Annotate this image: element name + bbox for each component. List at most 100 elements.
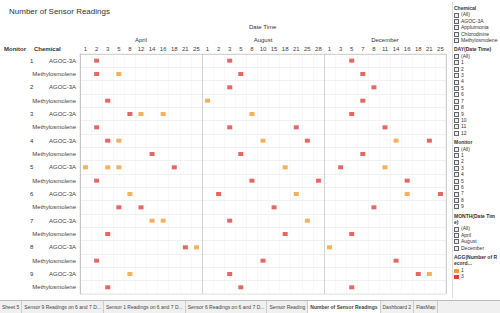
html-text:DAY(Date Time): DAY(Date Time) <box>454 46 492 53</box>
svg-text:8: 8 <box>372 46 376 52</box>
html-text:3: 3 <box>461 72 464 79</box>
svg-text:Monitor: Monitor <box>4 46 27 52</box>
html-text:Monitor: Monitor <box>454 139 473 146</box>
svg-text:8: 8 <box>250 46 254 52</box>
svg-text:Methylosmolene: Methylosmolene <box>32 258 76 264</box>
svg-text:14: 14 <box>149 46 156 52</box>
svg-text:Number of Sensor Readings: Number of Sensor Readings <box>9 7 110 16</box>
html-text:August: August <box>461 238 477 245</box>
html-text:December: December <box>461 244 485 251</box>
svg-text:21: 21 <box>293 46 300 52</box>
svg-text:1: 1 <box>328 46 332 52</box>
svg-text:28: 28 <box>315 46 322 52</box>
html-text:Dashboard 2: Dashboard 2 <box>382 304 412 310</box>
svg-text:1: 1 <box>30 58 34 64</box>
svg-text:25: 25 <box>304 46 311 52</box>
svg-text:AGOC-3A: AGOC-3A <box>49 191 76 197</box>
html-text:4: 4 <box>461 78 464 85</box>
svg-text:21: 21 <box>182 46 189 52</box>
svg-text:AGOC-3A: AGOC-3A <box>49 164 76 170</box>
svg-text:Chemical: Chemical <box>34 46 61 52</box>
html-text:10: 10 <box>461 116 467 123</box>
svg-text:14: 14 <box>393 46 400 52</box>
svg-text:3: 3 <box>339 46 343 52</box>
svg-text:2: 2 <box>217 46 221 52</box>
svg-text:25: 25 <box>193 46 200 52</box>
svg-text:Methylosmolene: Methylosmolene <box>32 204 76 210</box>
svg-text:Date Time: Date Time <box>249 24 277 30</box>
svg-text:AGOC-3A: AGOC-3A <box>49 244 76 250</box>
svg-text:1: 1 <box>206 46 210 52</box>
svg-text:AGOC-3A: AGOC-3A <box>49 84 76 90</box>
html-text:Number of Sensor Readings: Number of Sensor Readings <box>310 304 378 310</box>
svg-text:5: 5 <box>239 46 243 52</box>
svg-text:7: 7 <box>30 218 34 224</box>
svg-text:18: 18 <box>282 46 289 52</box>
html-text:1: 1 <box>461 59 464 66</box>
svg-text:Methylosmolene: Methylosmolene <box>32 178 76 184</box>
html-text:Appluimonia: Appluimonia <box>461 24 489 31</box>
html-text:AGOC-3A: AGOC-3A <box>461 17 484 24</box>
html-text:5: 5 <box>461 84 464 91</box>
html-text:Sensor Reading: Sensor Reading <box>269 304 306 310</box>
svg-text:AGOC-3A: AGOC-3A <box>49 271 76 277</box>
html-text:Sensor 1 Readings on 6 and 7 D: Sensor 1 Readings on 6 and 7 D... <box>106 304 183 310</box>
html-text:11: 11 <box>461 123 467 130</box>
svg-text:5: 5 <box>350 46 354 52</box>
svg-text:11: 11 <box>382 46 389 52</box>
html-text:FlasMap: FlasMap <box>416 304 436 310</box>
svg-text:4: 4 <box>30 138 34 144</box>
svg-text:10: 10 <box>260 46 267 52</box>
svg-text:5: 5 <box>117 46 121 52</box>
svg-text:18: 18 <box>171 46 178 52</box>
svg-text:25: 25 <box>437 46 444 52</box>
svg-text:December: December <box>371 37 399 43</box>
svg-text:2: 2 <box>30 84 34 90</box>
svg-text:8: 8 <box>128 46 132 52</box>
svg-text:Methylosmolene: Methylosmolene <box>32 231 76 237</box>
html-text:MONTH(Date Time): MONTH(Date Time) <box>454 212 495 225</box>
svg-text:15: 15 <box>271 46 278 52</box>
html-text:Chemical: Chemical <box>454 5 477 11</box>
svg-text:Methylosmolene: Methylosmolene <box>32 124 76 130</box>
svg-text:3: 3 <box>106 46 110 52</box>
svg-text:6: 6 <box>30 191 34 197</box>
svg-text:7: 7 <box>361 46 365 52</box>
html-text:Sensor 6 Readings on 6 and 7 D: Sensor 6 Readings on 6 and 7 D... <box>187 304 265 310</box>
html-text:(All): (All) <box>461 145 470 152</box>
svg-text:1: 1 <box>84 46 88 52</box>
html-text:AGG(Number of Record...: AGG(Number of Record... <box>454 254 498 267</box>
html-text:12: 12 <box>461 129 467 136</box>
html-text:Sheet 5: Sheet 5 <box>2 304 20 310</box>
svg-text:3: 3 <box>30 111 34 117</box>
svg-text:8: 8 <box>30 244 34 250</box>
svg-text:5: 5 <box>30 164 34 170</box>
html-text:2: 2 <box>461 65 464 72</box>
html-text:Methylosmolene: Methylosmolene <box>461 37 498 43</box>
svg-text:9: 9 <box>30 271 34 277</box>
html-text:(All): (All) <box>461 11 470 18</box>
svg-text:August: August <box>254 37 273 43</box>
html-text:(All): (All) <box>461 52 470 59</box>
svg-text:AGOC-3A: AGOC-3A <box>49 58 76 64</box>
svg-text:AGOC-3A: AGOC-3A <box>49 218 76 224</box>
html-text:Sensor 9 Readings on 6 and 7 D: Sensor 9 Readings on 6 and 7 D... <box>24 304 101 310</box>
svg-text:Methylosmolene: Methylosmolene <box>32 151 76 157</box>
html-text:(All): (All) <box>461 225 470 232</box>
svg-text:16: 16 <box>160 46 167 52</box>
html-text:April: April <box>461 231 471 238</box>
html-text:6: 6 <box>461 91 464 98</box>
svg-text:16: 16 <box>404 46 411 52</box>
svg-text:Methylosmolene: Methylosmolene <box>32 71 76 77</box>
html-text:Chlorodinine: Chlorodinine <box>461 30 490 37</box>
svg-text:18: 18 <box>415 46 422 52</box>
svg-text:Methylosmolene: Methylosmolene <box>32 284 76 290</box>
svg-text:April: April <box>135 37 147 43</box>
svg-text:AGOC-3A: AGOC-3A <box>49 138 76 144</box>
svg-text:12: 12 <box>138 46 145 52</box>
svg-text:2: 2 <box>95 46 99 52</box>
svg-text:21: 21 <box>426 46 433 52</box>
svg-text:Methylosmolene: Methylosmolene <box>32 98 76 104</box>
svg-text:3: 3 <box>228 46 232 52</box>
svg-text:AGOC-3A: AGOC-3A <box>49 111 76 117</box>
